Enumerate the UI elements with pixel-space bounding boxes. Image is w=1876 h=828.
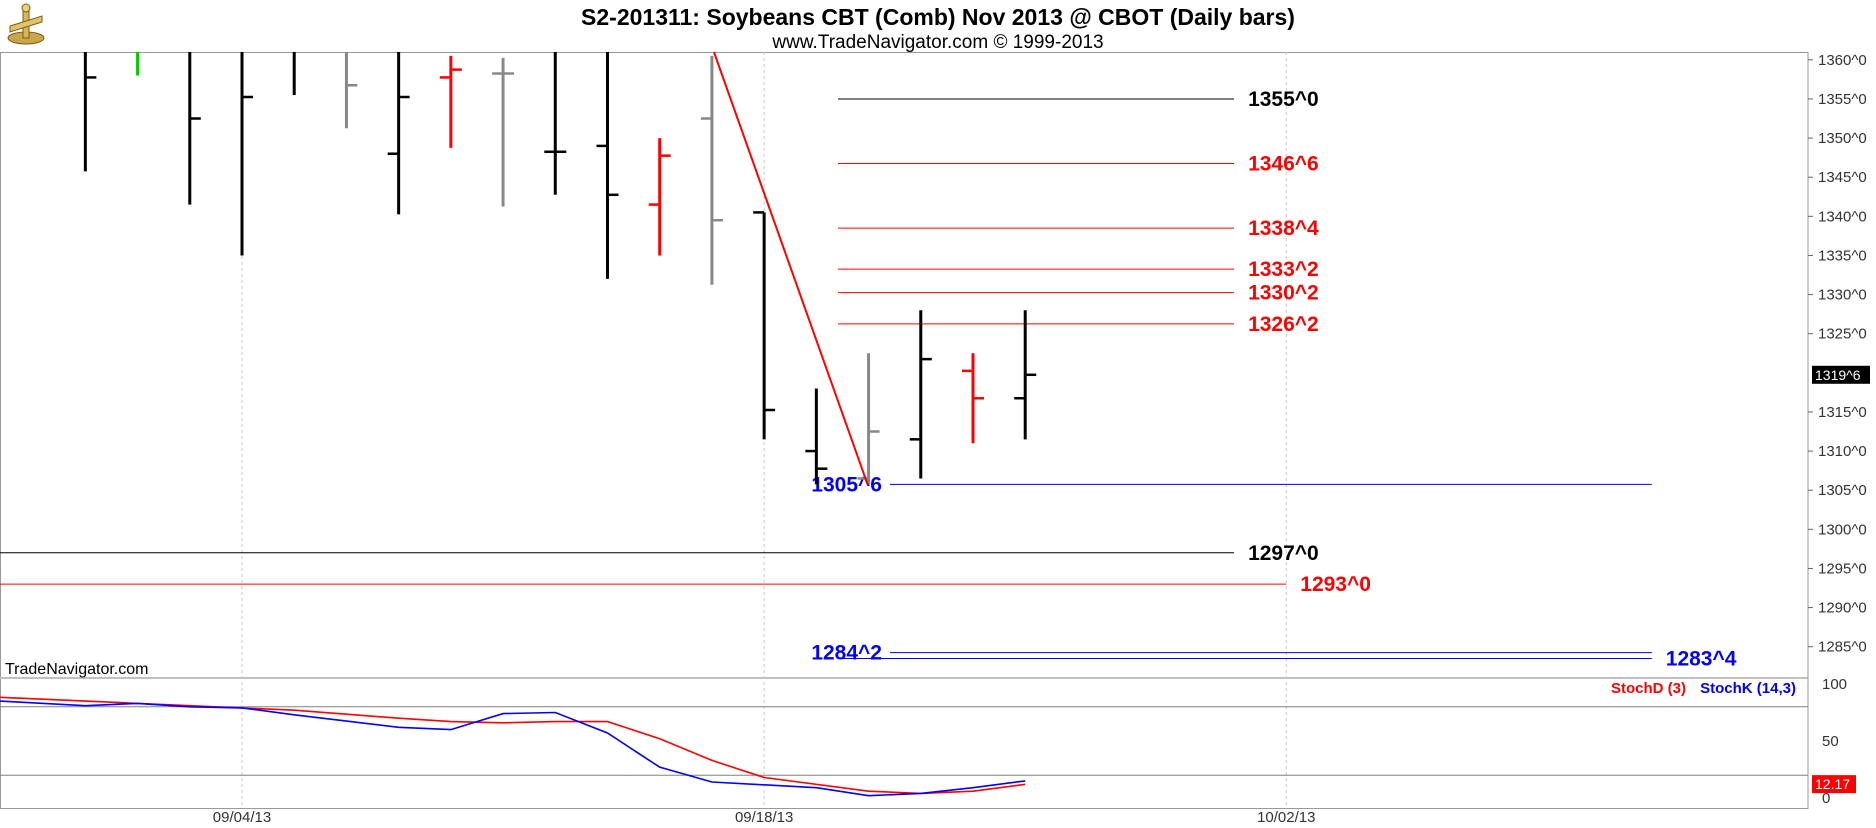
ohlc-bar — [596, 52, 619, 279]
legend-stochk: StochK (14,3) — [1700, 680, 1796, 697]
date-tick-label: 09/04/13 — [213, 809, 271, 826]
legend-stochd: StochD (3) — [1611, 680, 1686, 697]
trade-navigator-logo-icon — [2, 2, 52, 52]
level-label: 1293^0 — [1300, 573, 1371, 596]
date-tick-label: 09/18/13 — [735, 809, 793, 826]
ohlc-bar — [492, 57, 515, 207]
stoch-last-label: 12.17 — [1815, 776, 1850, 792]
price-tick-label: 1360^0 — [1818, 52, 1867, 69]
price-tick-label: 1325^0 — [1818, 326, 1867, 343]
price-tick-label: 1310^0 — [1818, 443, 1867, 460]
last-price-label: 1319^6 — [1815, 367, 1861, 383]
ohlc-bar — [344, 52, 358, 129]
price-tick-label: 1295^0 — [1818, 560, 1867, 577]
stoch-line-stochk — [0, 700, 1026, 797]
last-price-badge — [1812, 365, 1870, 384]
level-label: 1355^0 — [1248, 88, 1319, 111]
ohlc-bar — [439, 55, 462, 148]
ohlc-bar — [1014, 310, 1037, 440]
ohlc-bar — [648, 138, 671, 256]
price-tick-label: 1340^0 — [1818, 208, 1867, 225]
price-tick-label: 1305^0 — [1818, 482, 1867, 499]
price-axis: 1360^0 1355^0 1350^0 1345^0 1340^0 1335^0 1330… — [1808, 52, 1870, 656]
ohlc-bar — [700, 55, 723, 285]
level-label: 1338^4 — [1248, 217, 1319, 240]
stochastic-axis: 100 50 012.17 — [1812, 676, 1856, 807]
ohlc-bar — [753, 211, 776, 440]
price-tick-label: 1345^0 — [1818, 169, 1867, 186]
ohlc-bar — [961, 353, 984, 444]
price-tick-label: 1350^0 — [1818, 130, 1867, 147]
ohlc-bar — [188, 52, 201, 205]
ohlc-bar — [857, 353, 880, 485]
price-tick-label: 1300^0 — [1818, 521, 1867, 538]
stoch-tick-label: 100 — [1822, 676, 1847, 693]
chart-frame — [0, 52, 1809, 809]
stochastic-lines — [0, 696, 1026, 797]
stoch-tick-label: 0 — [1822, 790, 1830, 807]
price-tick-label: 1330^0 — [1818, 287, 1867, 304]
ohlc-bar — [805, 388, 828, 485]
price-tick-label: 1315^0 — [1818, 404, 1867, 421]
red-trendline — [712, 51, 869, 485]
ohlc-bar — [240, 52, 253, 256]
chart-header: S2-201311: Soybeans CBT (Comb) Nov 2013 … — [0, 0, 1876, 53]
date-axis: 09/04/13 09/18/13 10/02/13 — [213, 809, 1316, 826]
stochastic-guide-lines — [0, 706, 1808, 776]
level-label: 1330^2 — [1248, 282, 1319, 305]
price-tick-label: 1285^0 — [1818, 639, 1867, 656]
level-label: 1346^6 — [1248, 153, 1319, 176]
trendline-group — [712, 51, 869, 485]
ohlc-bar — [544, 52, 567, 195]
price-tick-label: 1290^0 — [1818, 600, 1867, 617]
level-label: 1305^6 — [811, 473, 882, 496]
stoch-tick-label: 50 — [1822, 733, 1839, 750]
chart-subtitle: www.TradeNavigator.com © 1999-2013 — [772, 32, 1104, 53]
level-label: 1333^2 — [1248, 258, 1319, 281]
price-tick-label: 1335^0 — [1818, 247, 1867, 264]
ohlc-bar — [83, 52, 97, 172]
ohlc-bar — [909, 310, 932, 479]
chart-panels — [0, 52, 1809, 809]
date-tick-label: 10/02/13 — [1257, 809, 1315, 826]
level-label: 1326^2 — [1248, 313, 1319, 336]
level-label: 1297^0 — [1248, 542, 1319, 565]
ohlc-bars — [83, 52, 1037, 485]
level-label: 1283^4 — [1666, 647, 1737, 670]
level-label: 1284^2 — [811, 642, 882, 665]
price-tick-label: 1355^0 — [1818, 91, 1867, 108]
ohlc-bar — [387, 52, 410, 215]
chart-title: S2-201311: Soybeans CBT (Comb) Nov 2013 … — [581, 4, 1295, 30]
stoch-last-badge — [1812, 775, 1856, 794]
watermark-label: TradeNavigator.com — [5, 661, 148, 678]
